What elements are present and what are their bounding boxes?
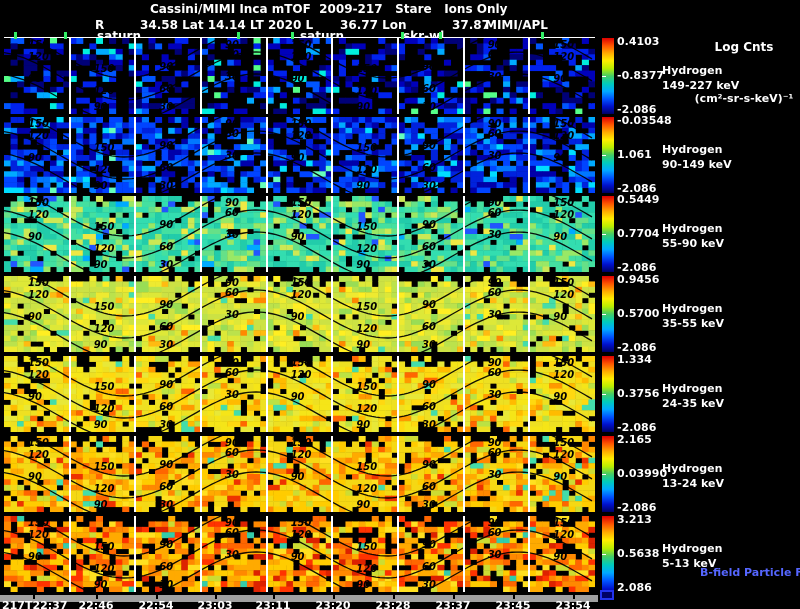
time-tick: [215, 595, 217, 599]
time-tick: [96, 595, 98, 599]
event-tick: [401, 32, 404, 39]
colorbar-max-label-2: -0.03548: [617, 114, 672, 127]
time-tick: [393, 595, 395, 599]
time-tick-label: 23:54: [555, 599, 591, 609]
colorbar-max-label-6: 2.165: [617, 433, 652, 446]
colorbar-units-line1: Log Cnts: [714, 40, 774, 54]
colorbar-mid-tick: [602, 234, 606, 235]
credit-label: MIMI/APL: [485, 18, 548, 32]
spectrogram-panel-7: [4, 516, 595, 592]
energy-band-label-2: Hydrogen 90-149 keV: [662, 143, 732, 171]
colorbar-mid-label-3: 0.7704: [617, 227, 660, 240]
colorbar-min-label-6: -2.086: [617, 501, 657, 514]
time-tick: [333, 595, 335, 599]
time-tick: [33, 595, 35, 599]
colorbar-panel-3: [602, 196, 614, 272]
colorbar-min-label-2: -2.086: [617, 182, 657, 195]
time-axis-bar: [0, 595, 598, 602]
spectrogram-panel-6: [4, 436, 595, 512]
page-title: Cassini/MIMI Inca mTOF 2009-217 Stare Io…: [150, 2, 508, 16]
colorbar-max-label-1: 0.4103: [617, 35, 660, 48]
colorbar-units-line2: (cm²-sr-s-keV)⁻¹: [694, 92, 794, 105]
spectrogram-panel-4: [4, 276, 595, 352]
colorbar-panel-1: [602, 38, 614, 114]
top-axis-line: [4, 37, 595, 38]
event-tick: [291, 32, 294, 39]
colorbar-min-label-1: -2.086: [617, 103, 657, 116]
colorbar-panel-5: [602, 356, 614, 432]
spectrogram-panel-5: [4, 356, 595, 432]
time-tick-label: 23:03: [197, 599, 233, 609]
info-ephemeris: 34.58 Lat 14.14 LT 2020 L: [140, 18, 314, 32]
energy-band-label-6: Hydrogen 13-24 keV: [662, 462, 725, 490]
info-r-label: R: [95, 18, 105, 32]
colorbar-panel-4: [602, 276, 614, 352]
colorbar-mid-tick: [602, 474, 606, 475]
info-lon-value: 37.87: [452, 18, 490, 32]
colorbar-panel-6: [602, 436, 614, 512]
colorbar-units: Log Cnts (cm²-sr-s-keV)⁻¹: [690, 3, 798, 142]
colorbar-max-label-3: 0.5449: [617, 193, 660, 206]
event-tick: [541, 32, 544, 39]
colorbar-mid-label-6: 0.03990: [617, 467, 668, 480]
time-tick-label: 23:37: [435, 599, 471, 609]
energy-band-label-4: Hydrogen 35-55 keV: [662, 302, 725, 330]
time-tick-label: 23:28: [375, 599, 411, 609]
colorbar-mid-label-5: 0.3756: [617, 387, 660, 400]
colorbar-mid-label-7: 0.5638: [617, 547, 660, 560]
colorbar-min-label-7: 2.086: [617, 581, 652, 594]
colorbar-panel-7: [602, 516, 614, 597]
event-tick: [64, 32, 67, 39]
event-tick: [237, 32, 240, 39]
colorbar-mid-tick: [602, 76, 606, 77]
time-tick: [513, 595, 515, 599]
colorbar-mid-tick: [602, 394, 606, 395]
spectrogram-panel-3: [4, 196, 595, 272]
colorbar-mid-tick: [602, 314, 606, 315]
time-tick: [273, 595, 275, 599]
bfield-particle-flow-label: B-field Particle Flow: [700, 566, 800, 579]
time-tick-label: 23:45: [495, 599, 531, 609]
colorbar-mid-tick: [602, 155, 606, 156]
colorbar-mid-label-2: 1.061: [617, 148, 652, 161]
time-tick-label: 217T22:37: [2, 599, 68, 609]
colorbar-min-label-4: -2.086: [617, 341, 657, 354]
colorbar-mid-tick: [602, 554, 606, 555]
energy-band-label-1: Hydrogen 149-227 keV: [662, 64, 740, 92]
colorbar-min-label-3: -2.086: [617, 261, 657, 274]
colorbar-mid-label-4: 0.5700: [617, 307, 660, 320]
colorbar-panel-2: [602, 117, 614, 193]
time-tick-label: 23:20: [315, 599, 351, 609]
colorbar-max-label-5: 1.334: [617, 353, 652, 366]
spectrogram-panel-1: [4, 38, 595, 114]
time-tick: [573, 595, 575, 599]
spectrogram-panel-2: [4, 117, 595, 193]
colorbar-min-label-5: -2.086: [617, 421, 657, 434]
energy-band-label-3: Hydrogen 55-90 keV: [662, 222, 725, 250]
colorbar-max-label-4: 0.9456: [617, 273, 660, 286]
event-tick: [14, 32, 17, 39]
time-tick: [156, 595, 158, 599]
time-tick-label: 23:11: [255, 599, 291, 609]
time-tick: [453, 595, 455, 599]
energy-band-label-7: Hydrogen 5-13 keV: [662, 542, 723, 570]
info-lon-label: 36.77 Lon: [340, 18, 407, 32]
energy-band-label-5: Hydrogen 24-35 keV: [662, 382, 725, 410]
colorbar-max-label-7: 3.213: [617, 513, 652, 526]
colorbar-end-marker: [600, 590, 614, 600]
event-tick: [439, 32, 442, 39]
time-tick-label: 22:46: [78, 599, 114, 609]
time-tick-label: 22:54: [138, 599, 174, 609]
colorbar-mid-label-1: -0.8377: [617, 69, 665, 82]
